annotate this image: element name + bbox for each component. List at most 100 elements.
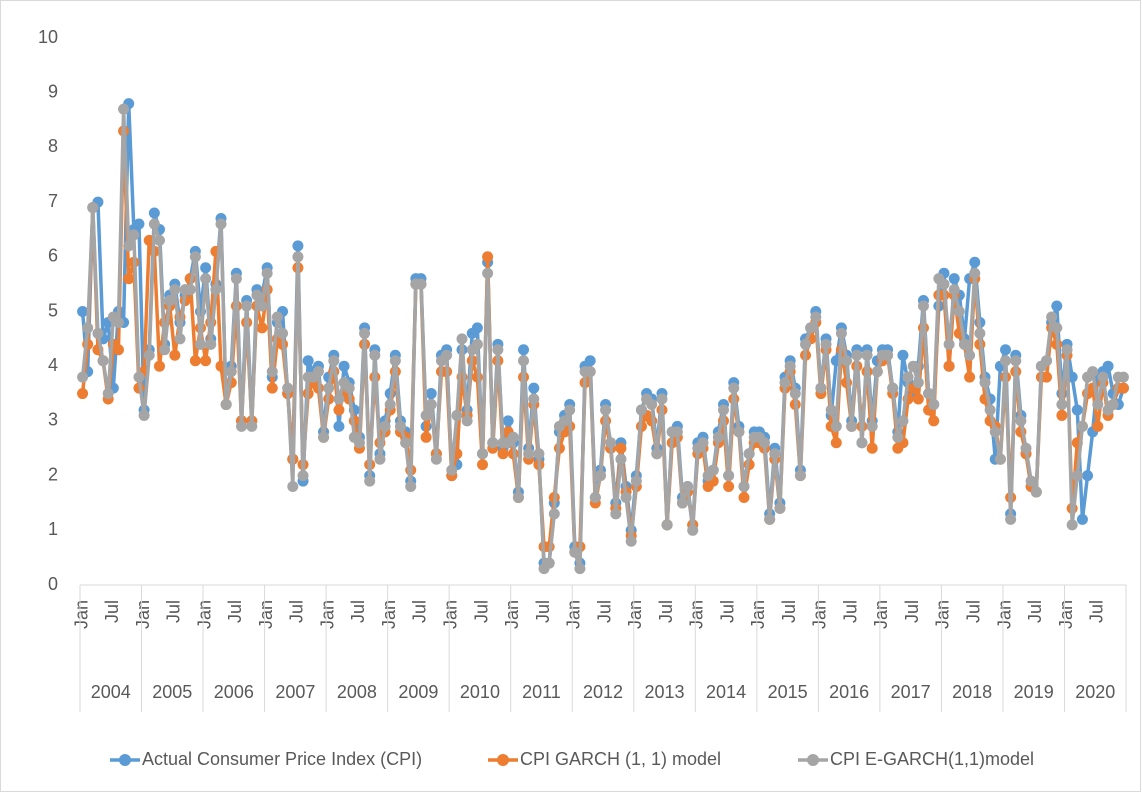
point [200,355,212,367]
point [697,437,709,449]
point [220,398,232,410]
point [148,218,160,230]
x-tick-label: Jul [840,600,860,623]
point [912,393,924,405]
point [528,393,540,405]
point [102,388,114,400]
point [318,431,330,443]
point [123,273,135,285]
point [574,563,586,575]
point [805,322,817,334]
point [728,382,740,394]
point [323,382,335,394]
point [487,437,499,449]
year-label: 2020 [1075,682,1115,702]
x-tick-label: Jul [717,600,737,623]
point [1097,371,1109,383]
point [969,267,981,279]
point [676,497,688,509]
point [835,327,847,339]
x-tick-label: Jul [225,600,245,623]
point [605,437,617,449]
point [77,388,89,400]
point [1076,513,1088,525]
point [928,398,940,410]
point [528,382,540,394]
y-tick-label: 9 [48,81,58,101]
point [523,448,535,460]
year-label: 2019 [1014,682,1054,702]
point [964,371,976,383]
x-tick-label: Jan [810,600,830,629]
point [851,349,863,361]
point [138,409,150,421]
x-tick-label: Jul [102,600,122,623]
point [256,322,268,334]
point [420,409,432,421]
series-line [80,107,1124,571]
y-tick-label: 5 [48,300,58,320]
year-label: 2012 [583,682,623,702]
x-tick-label: Jan [317,600,337,629]
x-tick-label: Jul [594,600,614,623]
x-tick-label: Jan [625,600,645,629]
point [630,475,642,487]
point [712,431,724,443]
point [333,404,345,416]
point [866,442,878,454]
x-tick-label: Jan [133,600,153,629]
point [174,333,186,345]
point [492,344,504,356]
point [328,355,340,367]
point [1107,398,1119,410]
point [902,371,914,383]
point [1010,355,1022,367]
point [651,448,663,460]
point [118,103,130,115]
point [471,322,483,334]
legend-label: Actual Consumer Price Index (CPI) [142,749,422,769]
point [943,338,955,350]
point [882,349,894,361]
point [800,338,812,350]
point [958,338,970,350]
point [533,448,545,460]
point [256,300,268,312]
point [594,470,606,482]
point [153,234,165,246]
point [456,333,468,345]
point [441,349,453,361]
point [564,404,576,416]
point [1076,420,1088,432]
point [87,202,99,214]
point [159,344,171,356]
point [687,524,699,536]
point [1092,420,1104,432]
point [230,273,242,285]
point [1030,486,1042,498]
point [1046,311,1058,323]
point [789,388,801,400]
point [148,207,160,219]
point [379,420,391,432]
point [723,470,735,482]
point [292,251,304,263]
point [1041,355,1053,367]
point [979,377,991,389]
point [169,284,181,296]
point [1082,470,1094,482]
point [302,355,314,367]
x-tick-label: Jan [379,600,399,629]
point [477,459,489,471]
point [856,437,868,449]
point [430,453,442,465]
point [200,262,212,274]
x-tick-label: Jul [1025,600,1045,623]
point [738,481,750,493]
point [1102,360,1114,372]
point [282,382,294,394]
point [923,388,935,400]
point [189,251,201,263]
point [446,464,458,476]
point [1071,404,1083,416]
